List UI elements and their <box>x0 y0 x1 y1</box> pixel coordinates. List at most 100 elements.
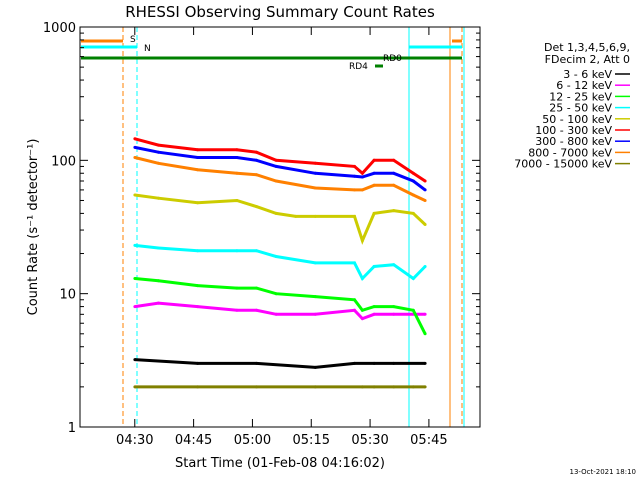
series-5-point-7 <box>353 164 356 168</box>
series-6-point-5 <box>274 164 278 168</box>
series-2-point-4 <box>255 286 258 290</box>
series-7-point-8 <box>360 188 364 192</box>
series-3-point-10 <box>392 263 396 267</box>
x-tick-label-3: 05:15 <box>293 433 330 448</box>
plot-frame <box>79 26 481 428</box>
series-4-point-4 <box>255 205 258 209</box>
series-2-point-7 <box>353 298 356 302</box>
series-3-point-6 <box>313 261 317 265</box>
series-4-point-11 <box>392 209 396 213</box>
series-0-point-0 <box>133 358 137 362</box>
x-axis-label: Start Time (01-Feb-08 04:16:02) <box>175 456 385 471</box>
y-tick-label-2: 100 <box>51 154 76 169</box>
series-4-point-0 <box>133 193 137 197</box>
series-8-point-6 <box>392 385 396 389</box>
series-5-point-6 <box>313 161 317 165</box>
chart-title: RHESSI Observing Summary Count Rates <box>125 3 435 21</box>
series-6-point-6 <box>313 171 317 175</box>
series-1-point-8 <box>360 317 364 321</box>
series-3-point-2 <box>196 249 200 253</box>
series-1-point-6 <box>313 312 317 316</box>
flag-overlay: SN RD0 RD4 <box>81 27 465 427</box>
series-0 <box>134 358 426 369</box>
x-tick-label-5: 05:45 <box>410 433 447 448</box>
series-3-point-8 <box>360 277 364 280</box>
series-0-point-6 <box>392 361 396 365</box>
series-2-point-1 <box>156 279 160 283</box>
series-1-point-11 <box>423 312 427 316</box>
legend-label-3: 25 - 50 keV <box>549 102 612 115</box>
y-tick-label-1: 10 <box>59 288 76 303</box>
series-1 <box>134 301 426 321</box>
series-1-point-2 <box>196 305 200 309</box>
y-tick-label-3: 1000 <box>43 21 76 36</box>
series-6-point-12 <box>423 188 427 192</box>
axis-ticks: 04:30 04:45 05:00 05:15 05:30 05:45 1 10 100 1000 <box>43 21 480 448</box>
series-3-point-9 <box>372 265 376 268</box>
legend-header-0: Det 1,3,4,5,6,9, <box>544 41 630 54</box>
series-4-point-9 <box>360 239 364 243</box>
series-1-point-5 <box>274 312 278 316</box>
series-1-point-1 <box>156 301 160 305</box>
legend-label-5: 100 - 300 keV <box>535 124 612 137</box>
series-5-point-3 <box>235 148 239 152</box>
legend-header-1: FDecim 2, Att 0 <box>545 53 630 66</box>
series-1-point-10 <box>392 312 396 316</box>
series-3-point-11 <box>411 277 415 280</box>
series-6 <box>134 145 427 192</box>
series-5-point-1 <box>156 143 160 147</box>
series-3-point-4 <box>255 249 258 253</box>
series-0-point-7 <box>423 361 427 365</box>
series-6-point-7 <box>353 174 356 178</box>
series-7-point-11 <box>411 193 415 197</box>
series-4-point-2 <box>196 201 200 205</box>
series-7-point-2 <box>196 168 200 172</box>
timestamp: 13-Oct-2021 18:10 <box>570 468 636 476</box>
series-3-point-3 <box>235 249 239 253</box>
series-5-point-9 <box>372 158 376 162</box>
series-7-point-9 <box>372 183 376 187</box>
series-4-point-12 <box>411 211 415 215</box>
series-2-point-3 <box>235 286 239 290</box>
series-5-point-10 <box>392 158 396 162</box>
series-1-point-0 <box>133 305 137 309</box>
series-4 <box>134 193 427 245</box>
series-0-point-3 <box>313 365 317 369</box>
series-8-point-5 <box>372 385 376 389</box>
series-2-point-8 <box>360 308 364 312</box>
series-6-point-9 <box>372 171 376 175</box>
legend-label-0: 3 - 6 keV <box>563 68 612 81</box>
series-5-point-12 <box>423 179 427 183</box>
series-4-point-6 <box>294 214 298 218</box>
series-2-point-9 <box>372 305 376 309</box>
series-0-point-4 <box>353 361 356 365</box>
x-tick-label-1: 04:45 <box>175 433 212 448</box>
series-7-point-10 <box>392 183 396 187</box>
series-2-point-5 <box>274 292 278 296</box>
series-2-point-12 <box>423 332 427 336</box>
x-tick-label-2: 05:00 <box>234 433 271 448</box>
series-8-point-1 <box>196 385 200 389</box>
series-1-point-4 <box>255 308 258 312</box>
series-6-point-8 <box>360 175 364 179</box>
series-6-point-1 <box>156 150 160 154</box>
series-7-point-1 <box>156 161 160 165</box>
series-0-point-1 <box>196 361 200 365</box>
series-1-point-3 <box>235 308 239 312</box>
series-2-point-11 <box>411 308 415 312</box>
series-7-point-3 <box>235 171 239 175</box>
series-4-point-10 <box>372 211 376 215</box>
series-1-point-9 <box>372 312 376 316</box>
series-3-point-12 <box>423 265 427 268</box>
series-4-point-7 <box>313 214 317 218</box>
series-7-point-6 <box>313 186 317 190</box>
annotation-1: N <box>144 44 151 54</box>
series-6-point-3 <box>235 156 239 159</box>
series-2-point-2 <box>196 284 200 288</box>
legend: Det 1,3,4,5,6,9,FDecim 2, Att 0 3 - 6 keV… <box>514 41 630 171</box>
series-7-point-4 <box>255 173 258 177</box>
series-8-point-8 <box>423 385 427 389</box>
series-5-point-5 <box>274 158 278 162</box>
legend-label-8: 7000 - 15000 keV <box>514 158 612 171</box>
series-5-point-2 <box>196 148 200 152</box>
